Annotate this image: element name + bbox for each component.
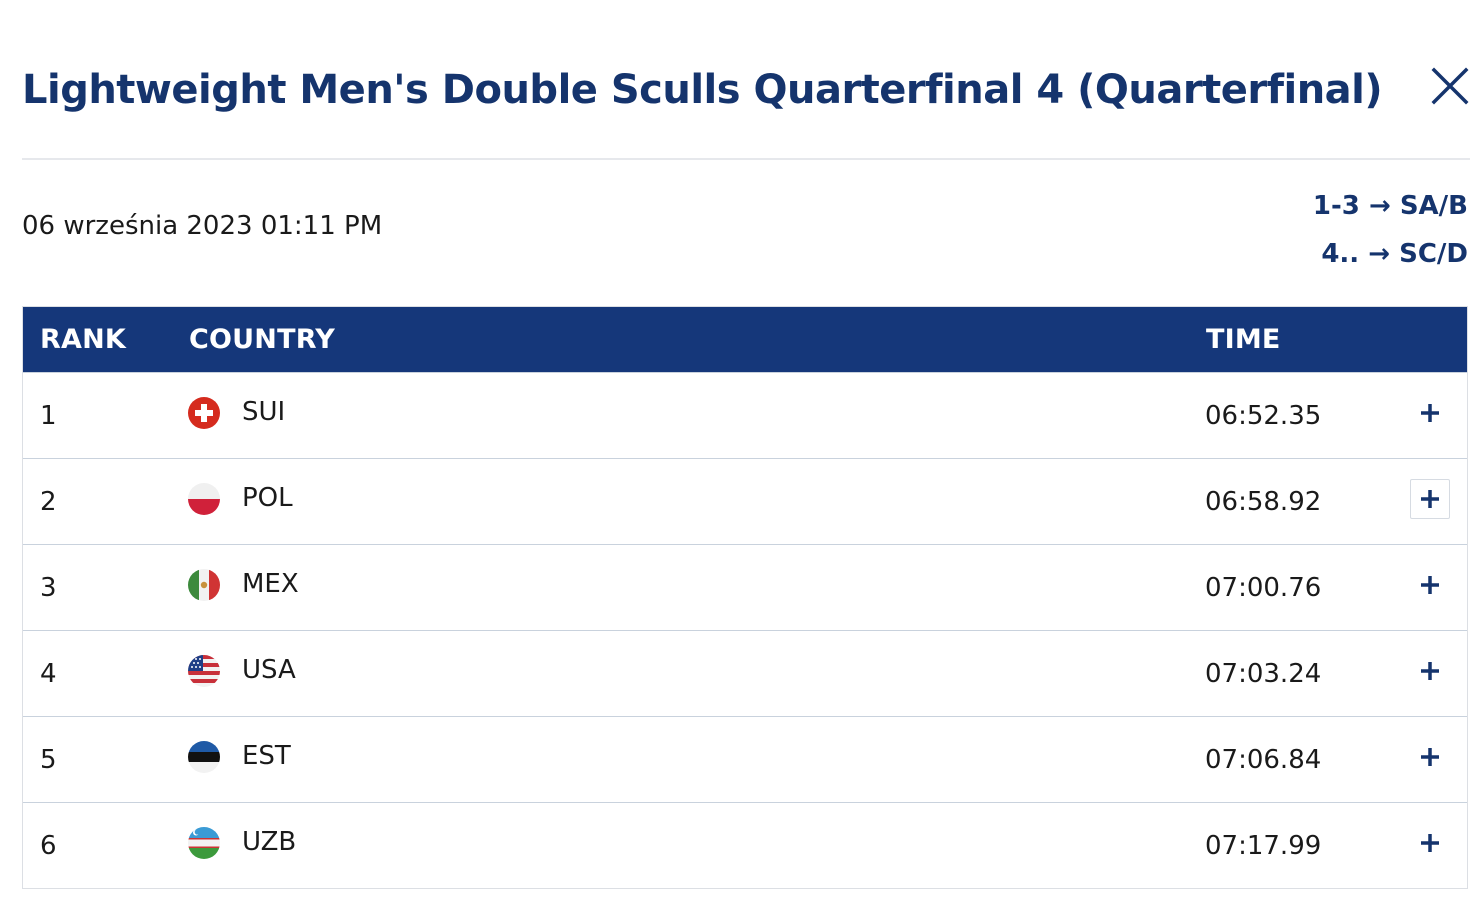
- progression-to: SA/B: [1399, 191, 1468, 221]
- country-code: EST: [242, 741, 291, 771]
- usa-flag-icon: [188, 655, 220, 687]
- column-header-rank: RANK: [40, 324, 127, 355]
- plus-icon: [1419, 574, 1441, 596]
- country-code: MEX: [242, 569, 299, 599]
- close-icon: [1431, 67, 1469, 105]
- expand-row-button[interactable]: [1410, 565, 1450, 605]
- plus-icon: [1419, 660, 1441, 682]
- country-code: SUI: [242, 397, 286, 427]
- country-code: UZB: [242, 827, 297, 857]
- modal-header: Lightweight Men's Double Sculls Quarterf…: [22, 54, 1470, 126]
- plus-icon: [1419, 488, 1441, 510]
- column-header-country: COUNTRY: [189, 324, 335, 355]
- plus-icon: [1419, 402, 1441, 424]
- mexico-flag-icon: [188, 569, 220, 601]
- time-cell: 06:58.92: [1205, 487, 1322, 517]
- time-cell: 06:52.35: [1205, 401, 1322, 431]
- table-row: 1 SUI 06:52.35: [23, 372, 1467, 458]
- plus-icon: [1419, 746, 1441, 768]
- progression-to: SC/D: [1399, 239, 1468, 269]
- header-divider: [22, 158, 1470, 160]
- race-date: 06 września 2023 01:11 PM: [22, 211, 383, 241]
- table-row: 6 UZB 07:17.99: [23, 802, 1467, 888]
- expand-row-button[interactable]: [1410, 393, 1450, 433]
- rank-cell: 6: [40, 831, 57, 861]
- country-code: USA: [242, 655, 296, 685]
- table-header: RANK COUNTRY TIME: [23, 307, 1467, 372]
- expand-row-button[interactable]: [1410, 479, 1450, 519]
- rank-cell: 2: [40, 487, 57, 517]
- rank-cell: 1: [40, 401, 57, 431]
- close-button[interactable]: [1430, 66, 1470, 106]
- uzbekistan-flag-icon: [188, 827, 220, 859]
- progression-from: 4..: [1321, 239, 1360, 269]
- rank-cell: 3: [40, 573, 57, 603]
- progression-rule: 4.. → SC/D: [1313, 230, 1468, 278]
- progression-rule: 1-3 → SA/B: [1313, 182, 1468, 230]
- table-row: 3 MEX 07:00.76: [23, 544, 1467, 630]
- time-cell: 07:03.24: [1205, 659, 1322, 689]
- results-table: RANK COUNTRY TIME 1 SUI 06:52.35: [22, 306, 1468, 889]
- time-cell: 07:06.84: [1205, 745, 1322, 775]
- country-code: POL: [242, 483, 293, 513]
- arrow-right-icon: →: [1368, 191, 1391, 221]
- column-header-time: TIME: [1206, 324, 1281, 355]
- time-cell: 07:17.99: [1205, 831, 1322, 861]
- rank-cell: 5: [40, 745, 57, 775]
- table-row: 2 POL 06:58.92: [23, 458, 1467, 544]
- estonia-flag-icon: [188, 741, 220, 773]
- progression-rules: 1-3 → SA/B 4.. → SC/D: [1313, 182, 1468, 278]
- expand-row-button[interactable]: [1410, 737, 1450, 777]
- page-title: Lightweight Men's Double Sculls Quarterf…: [22, 67, 1383, 113]
- poland-flag-icon: [188, 483, 220, 515]
- rank-cell: 4: [40, 659, 57, 689]
- expand-row-button[interactable]: [1410, 823, 1450, 863]
- expand-row-button[interactable]: [1410, 651, 1450, 691]
- table-row: 4 USA: [23, 630, 1467, 716]
- table-row: 5 EST 07:06.84: [23, 716, 1467, 802]
- time-cell: 07:00.76: [1205, 573, 1322, 603]
- switzerland-flag-icon: [188, 397, 220, 429]
- progression-from: 1-3: [1312, 191, 1360, 221]
- plus-icon: [1419, 832, 1441, 854]
- arrow-right-icon: →: [1368, 239, 1391, 269]
